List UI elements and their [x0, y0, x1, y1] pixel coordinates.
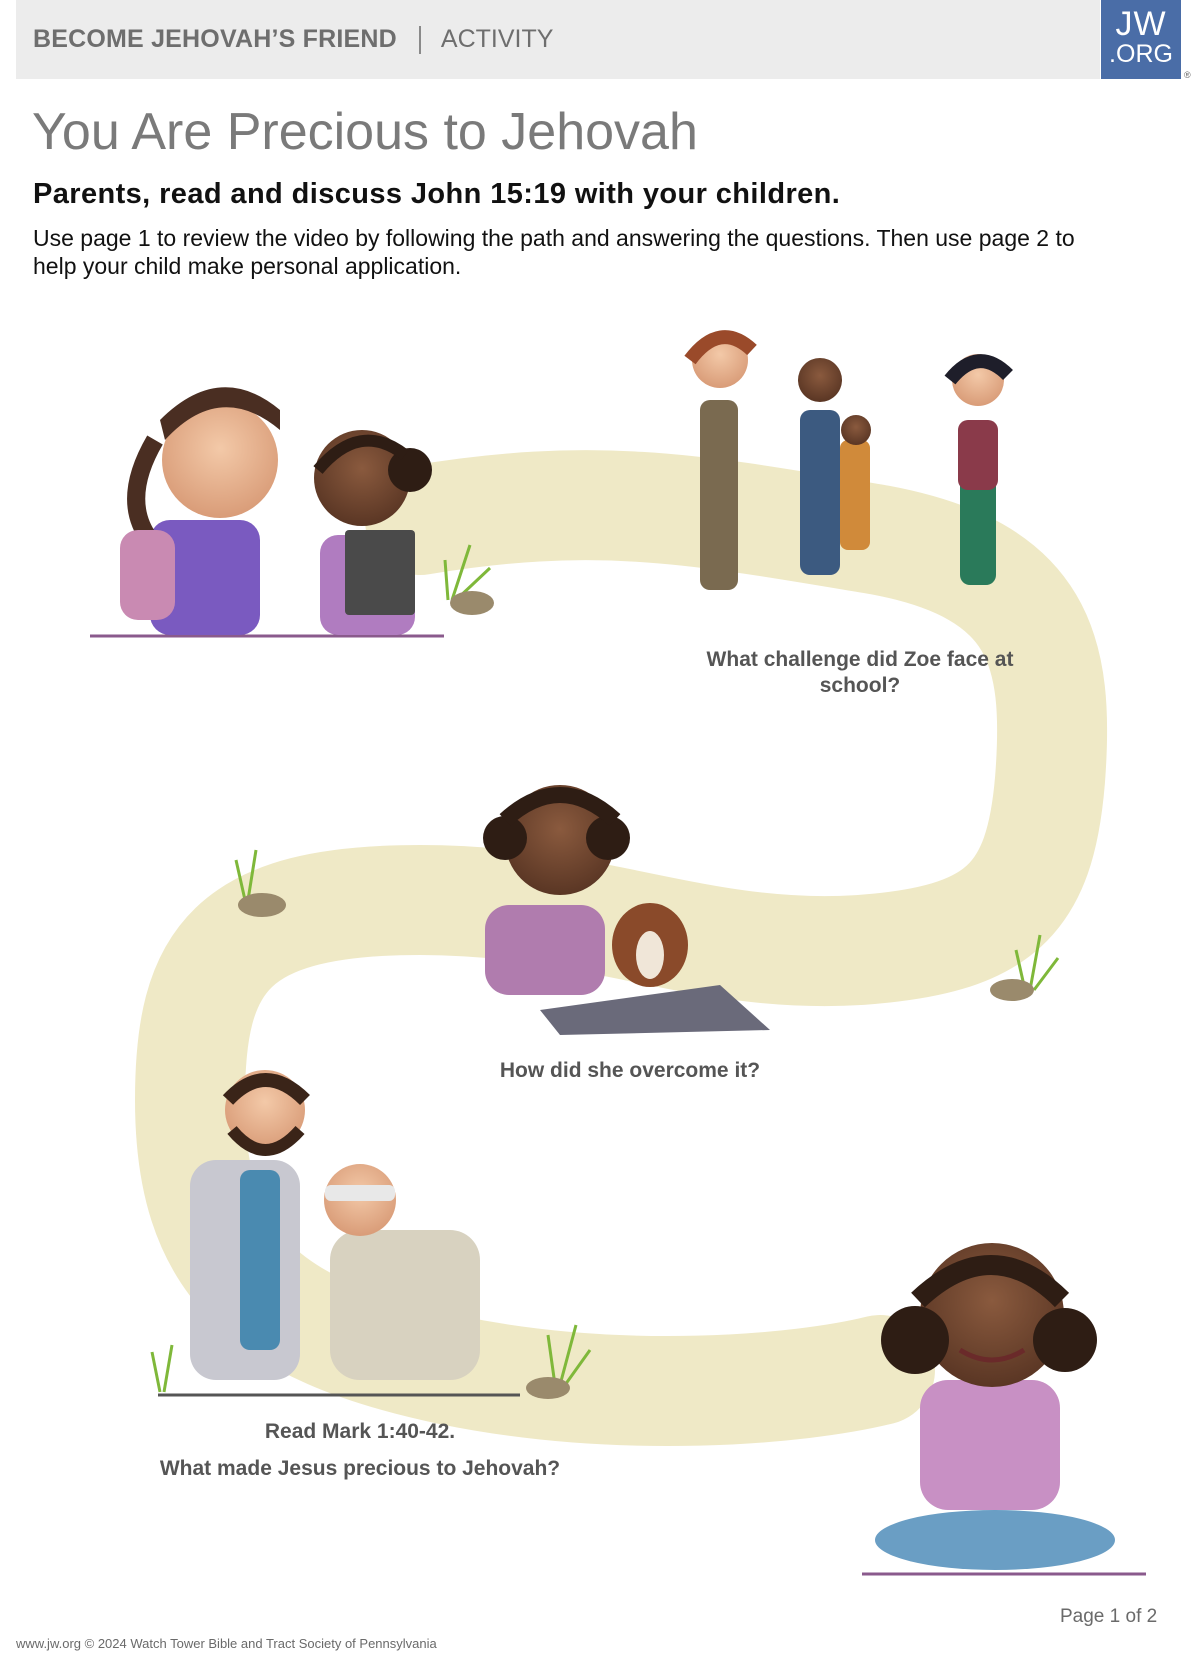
zoe-sitting-smiling	[875, 1243, 1115, 1570]
scripture-reference: Read Mark 1:40-42.	[264, 1420, 456, 1443]
jw-org-logo[interactable]: JW .ORG	[1101, 0, 1181, 79]
question-overcome: How did she overcome it?	[499, 1059, 761, 1082]
girls-with-backpack-and-notebook	[120, 387, 432, 635]
grass-rock-4	[150, 1344, 174, 1393]
subtitle: Parents, read and discuss John 15:19 wit…	[33, 178, 841, 210]
zoe-reading-with-dog	[483, 785, 770, 1035]
intro-text: Use page 1 to review the video by follow…	[33, 225, 1075, 279]
question-challenge: What challenge did Zoe face at school?	[706, 648, 1014, 697]
header-bar: BECOME JEHOVAH’S FRIEND ACTIVITY	[16, 0, 1100, 79]
grass-rock-5	[526, 1324, 592, 1399]
activity-label: ACTIVITY	[440, 25, 554, 53]
header-divider	[418, 25, 421, 54]
series-title: BECOME JEHOVAH’S FRIEND	[33, 25, 397, 53]
school-group-scene	[684, 330, 1013, 590]
grass-rock-1	[443, 544, 494, 615]
grass-rock-3	[990, 934, 1060, 1001]
logo-line1: JW	[1115, 5, 1167, 43]
jesus-healing-leper	[190, 1070, 480, 1380]
page-number: Page 1 of 2	[1060, 1606, 1158, 1627]
question-jesus-precious: What made Jesus precious to Jehovah?	[159, 1457, 561, 1480]
grass-rock-2	[234, 849, 286, 917]
logo-line2: .ORG	[1109, 40, 1173, 68]
registered-mark: ®	[1184, 70, 1191, 80]
page-title: You Are Precious to Jehovah	[32, 103, 698, 161]
copyright-footer: www.jw.org © 2024 Watch Tower Bible and …	[16, 1636, 437, 1651]
